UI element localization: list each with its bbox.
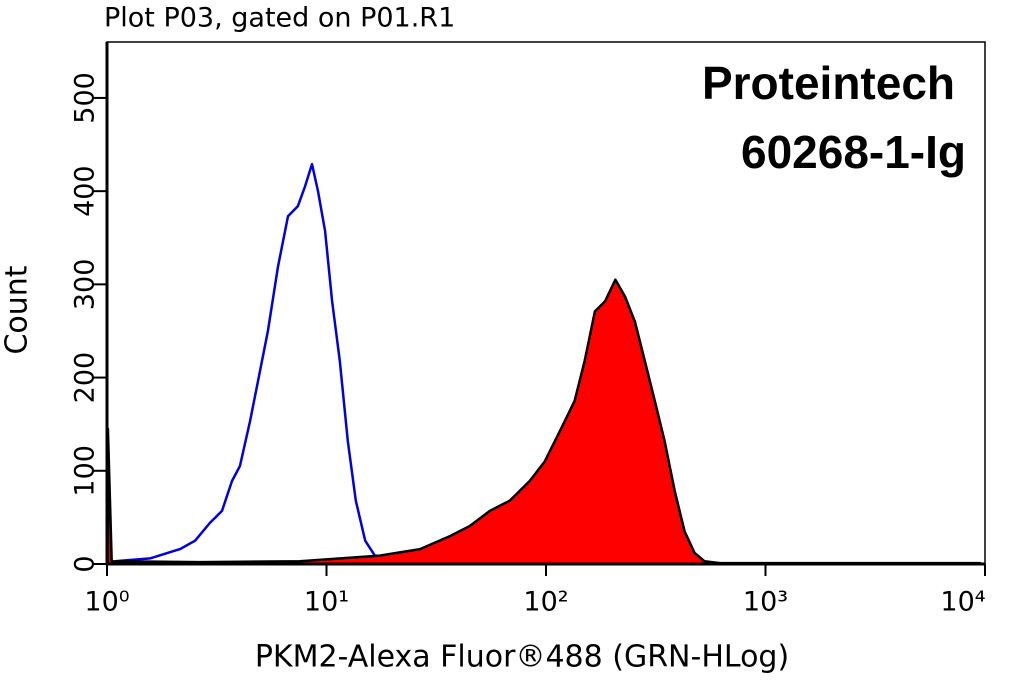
- x-tick-label: 10¹: [304, 587, 349, 618]
- histogram-area: [106, 278, 982, 566]
- x-axis-title: PKM2-Alexa Fluor®488 (GRN-HLog): [255, 640, 789, 675]
- y-tick-label: 200: [70, 352, 101, 404]
- y-tick-label: 500: [70, 72, 101, 124]
- annotation: Proteintech: [702, 57, 955, 109]
- chart-title: Plot P03, gated on P01.R1: [104, 3, 455, 34]
- histogram-line: [115, 162, 501, 565]
- y-tick-label: 400: [70, 165, 101, 217]
- y-tick-label: 0: [70, 555, 101, 572]
- x-tick-label: 10³: [743, 587, 788, 618]
- y-axis-title: Count: [0, 265, 35, 354]
- y-tick-label: 300: [70, 259, 101, 311]
- x-tick-label: 10⁰: [84, 587, 129, 618]
- annotation: 60268-1-Ig: [741, 126, 966, 178]
- x-tick-label: 10⁴: [940, 587, 985, 618]
- x-tick-label: 10²: [523, 587, 568, 618]
- y-tick-label: 100: [70, 445, 101, 497]
